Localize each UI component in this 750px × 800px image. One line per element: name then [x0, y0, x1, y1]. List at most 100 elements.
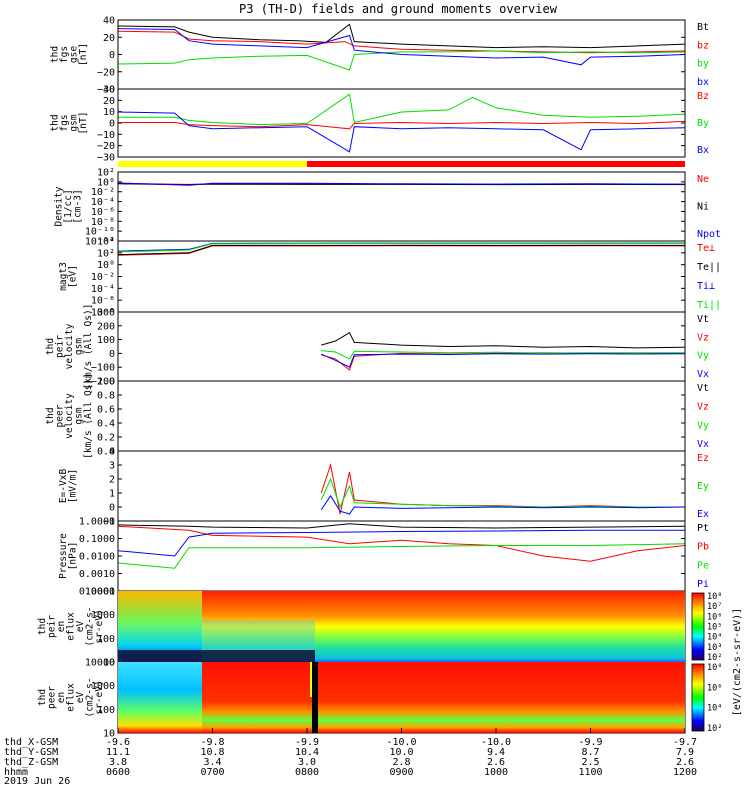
ytick-label: 10⁰: [97, 177, 115, 188]
ephemeris-value: 8.7: [581, 747, 599, 758]
ytick-label: 10⁻²: [91, 272, 115, 283]
colorbar-tick-label: 10⁶: [707, 683, 722, 693]
series-line-by: [117, 50, 686, 71]
ytick-label: 10⁻⁴: [91, 197, 115, 208]
ytick-label: 10⁻¹⁰: [85, 227, 115, 238]
ytick-label: −1: [103, 517, 115, 528]
panel-frame: [117, 88, 686, 158]
ephemeris-value: 9.4: [487, 747, 505, 758]
legend-entry-Ne: Ne: [697, 174, 709, 185]
ephemeris-row-label: hhmm: [4, 767, 28, 778]
legend-entry-Te||: Te||: [697, 262, 721, 273]
series-line-bz: [117, 30, 686, 54]
yaxis-label: magt3[eV]: [58, 262, 79, 291]
panel-frame: [117, 450, 686, 522]
legend-entry-By: By: [697, 118, 709, 129]
ephemeris-value: 7.9: [676, 747, 694, 758]
yaxis-label: E=-VxB[mV/m]: [58, 469, 79, 504]
ytick-label: 2: [109, 475, 115, 486]
yaxis-label-line: eV: [75, 621, 86, 633]
ephemeris-value: -9.8: [200, 737, 224, 748]
series-line-Vy: [321, 350, 686, 360]
series-line-Te⊥: [117, 245, 686, 256]
ephemeris-value: -9.6: [106, 737, 130, 748]
yaxis-label-line: [nPa]: [67, 542, 78, 571]
series-line-Bz: [118, 120, 686, 130]
legend-entry-Bz: Bz: [697, 91, 709, 102]
yaxis-label: Density[1/cc][cm-3]: [54, 186, 84, 226]
series-line-Vx: [320, 353, 686, 368]
panel-frame: [117, 240, 686, 313]
ephemeris-value: -9.9: [578, 737, 602, 748]
yaxis-label-line: eflux: [65, 683, 76, 712]
mode-bar-segment-1: [118, 161, 307, 167]
yaxis-label-line: gsm: [74, 338, 85, 355]
colorbar-ion: [691, 592, 705, 661]
yaxis-label-line: en: [56, 692, 67, 703]
legend-entry-Vt: Vt: [697, 314, 709, 325]
legend-entry-bz: bz: [697, 40, 709, 51]
mode-bar-segment-2: [307, 161, 685, 167]
ytick-label: 1000: [91, 610, 115, 621]
colorbar-tick-label: 10²: [707, 653, 722, 663]
ytick-label: 10⁻⁴: [91, 284, 115, 295]
ytick-label: −30: [97, 153, 115, 164]
plot-title: P3 (TH-D) fields and ground moments over…: [239, 2, 558, 16]
colorbar-tick-label: 10³: [707, 643, 722, 653]
ytick-label: 1.0: [97, 377, 115, 388]
yaxis-label-line: gse: [68, 46, 79, 63]
series-line-Pb: [117, 525, 686, 562]
legend-entry-Pi: Pi: [697, 579, 709, 590]
series-line-Ti⊥: [117, 242, 685, 252]
colorbar-tick-label: 10²: [707, 724, 722, 734]
ephemeris-value: 0900: [389, 767, 413, 778]
ytick-label: 1.0000: [79, 517, 115, 528]
legend-entry-Ey: Ey: [697, 481, 709, 492]
ytick-label: 10⁰: [97, 260, 115, 271]
panel-ion_velocity: 3002001000−100−200thdpeirvelocitygsm[km/…: [45, 304, 709, 390]
ytick-label: 30: [103, 85, 115, 96]
ytick-label: 10⁻¹²: [85, 237, 115, 248]
ytick-label: 0.0100: [79, 552, 115, 563]
legend-entry-Ti⊥: Ti⊥: [697, 281, 715, 292]
legend-entry-Bx: Bx: [697, 145, 709, 156]
yaxis-label-line: E=-VxB: [58, 469, 69, 504]
ytick-label: −10: [97, 130, 115, 141]
ephemeris-value: 2.8: [392, 757, 410, 768]
yaxis-label-line: [eV]: [67, 265, 78, 288]
ion-spectrogram-low-band: [118, 650, 315, 662]
colorbar-unit-label: [eV/(cm2-s-sr-eV)]: [732, 608, 743, 716]
series-line-Pt: [117, 523, 686, 529]
mode-bar: [118, 161, 685, 167]
ytick-label: 100: [97, 705, 115, 716]
yaxis-label-line: eV: [75, 692, 86, 704]
yaxis-label-line: (cm2-s-: [84, 606, 95, 646]
colorbar-tick-label: 10⁷: [707, 602, 722, 612]
yaxis-label-line: [1/cc]: [63, 189, 74, 223]
ytick-label: 4: [109, 447, 115, 458]
ephemeris-value: 10.4: [295, 747, 319, 758]
colorbar-tick-label: 10⁴: [707, 704, 722, 714]
yaxis-label-line: en: [56, 621, 67, 632]
ytick-label: 10⁻²: [91, 187, 115, 198]
ytick-label: 0: [109, 119, 115, 130]
yaxis-label-line: gsm: [68, 114, 79, 131]
panel-density: 10²10⁰10⁻²10⁻⁴10⁻⁶10⁻⁸10⁻¹⁰10⁻¹²Density[…: [54, 168, 721, 248]
colorbar-tick-label: 10⁸: [707, 663, 722, 673]
ytick-label: −20: [97, 67, 115, 78]
yaxis-label-line: [km/s (All Qs)]: [83, 304, 94, 390]
ytick-label: 100: [97, 335, 115, 346]
yaxis-label-line: thd: [45, 338, 56, 355]
series-line-Pi: [117, 529, 685, 557]
yaxis-label-line: Density: [54, 186, 65, 226]
yaxis-label-line: [km/s (All Qs)]: [83, 373, 94, 459]
yaxis-label-line: magt3: [58, 262, 69, 291]
yaxis-label-line: thd: [49, 46, 60, 63]
legend-entry-Bt: Bt: [697, 22, 709, 33]
ytick-label: 10⁻⁶: [91, 207, 115, 218]
ytick-label: 0: [109, 503, 115, 514]
yaxis-label-line: thd: [37, 618, 48, 635]
